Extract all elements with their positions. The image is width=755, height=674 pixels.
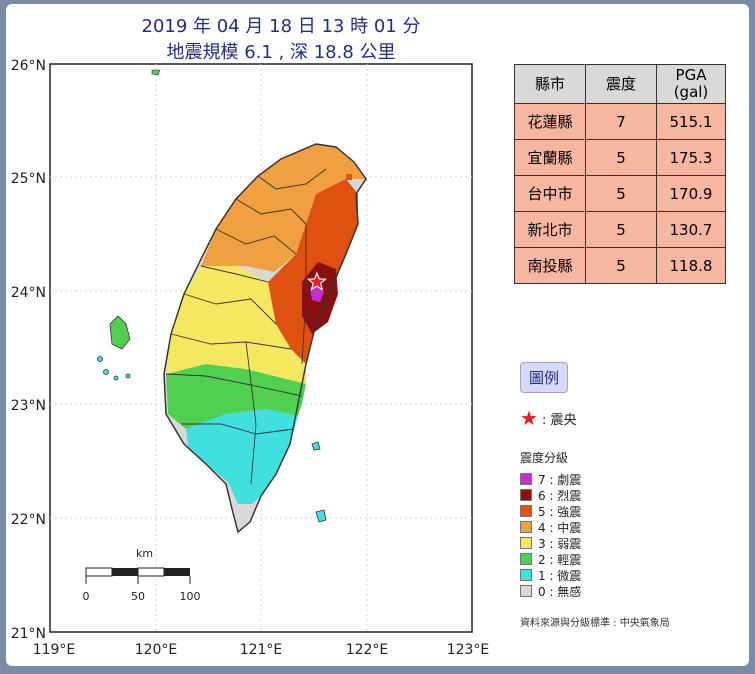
- zone-intensity-3: [166, 266, 306, 384]
- legend-title: 圖例: [520, 362, 569, 393]
- header-county: 縣市: [514, 64, 586, 104]
- green-island: [311, 441, 321, 451]
- intensity-level-label: 5 : 強震: [538, 504, 582, 519]
- intensity-swatch: [520, 553, 532, 565]
- lat-label-25: 25°N: [11, 171, 46, 187]
- intensity-level-label: 3 : 弱震: [538, 536, 582, 551]
- lat-label-23: 23°N: [11, 398, 46, 414]
- intensity-level-label: 4 : 中震: [538, 520, 582, 535]
- intensity-map: 26°N 25°N 24°N 23°N 22°N 21°N 119°E 120°…: [11, 58, 490, 658]
- intensity-level-item: 4 : 中震: [520, 519, 581, 535]
- lon-label-121: 121°E: [240, 642, 283, 658]
- table-row: 新北市 5 130.7: [514, 211, 726, 248]
- epicenter-label: : 震央: [541, 412, 577, 428]
- scale-unit: km: [136, 547, 153, 560]
- lat-label-26: 26°N: [11, 58, 46, 74]
- matsu-islet: [151, 69, 161, 76]
- lat-label-21: 21°N: [11, 626, 46, 642]
- epicenter-legend-star-icon: ★: [520, 406, 538, 430]
- orchid-island: [315, 509, 327, 523]
- intensity-level-label: 2 : 輕震: [538, 552, 582, 567]
- cell-pga: 170.9: [656, 175, 726, 212]
- scale-bar: km 0 50 100: [83, 547, 201, 603]
- pengjia-islet: [346, 174, 352, 180]
- scale-label-0: 0: [83, 590, 90, 603]
- intensity-swatch: [520, 537, 532, 549]
- report-card: 2019 年 04 月 18 日 13 時 01 分 地震規模 6.1 , 深 …: [6, 4, 749, 666]
- cell-pga: 515.1: [656, 103, 726, 140]
- cell-intensity: 5: [585, 175, 657, 212]
- intensity-swatch: [520, 489, 532, 501]
- intensity-swatch: [520, 521, 532, 533]
- epicenter-star-icon: [306, 271, 328, 291]
- intensity-level-label: 0 : 無感: [538, 584, 582, 599]
- cell-county: 宜蘭縣: [514, 139, 586, 176]
- table-row: 花蓮縣 7 515.1: [514, 103, 726, 140]
- intensity-swatch: [520, 569, 532, 581]
- intensity-swatch: [520, 585, 532, 597]
- scale-label-50: 50: [131, 590, 145, 603]
- pga-table: 縣市 震度 PGA (gal) 花蓮縣 7 515.1 宜蘭縣 5 175.3 …: [514, 64, 726, 284]
- lon-label-122: 122°E: [346, 642, 389, 658]
- data-source-note: 資料來源與分級標準 : 中央氣象局: [520, 618, 670, 629]
- intensity-level-item: 1 : 微震: [520, 567, 581, 583]
- lat-label-22: 22°N: [11, 512, 46, 528]
- zone-intensity-1: [186, 409, 298, 504]
- table-header-row: 縣市 震度 PGA (gal): [514, 64, 726, 104]
- intensity-level-item: 7 : 劇震: [520, 471, 581, 487]
- lon-label-120: 120°E: [135, 642, 178, 658]
- scale-label-100: 100: [180, 590, 201, 603]
- intensity-level-label: 7 : 劇震: [538, 472, 582, 487]
- cell-intensity: 5: [585, 247, 657, 284]
- county-borders: [165, 168, 327, 485]
- lat-label-24: 24°N: [11, 285, 46, 301]
- cell-pga: 118.8: [656, 247, 726, 284]
- intensity-level-item: 3 : 弱震: [520, 535, 581, 551]
- intensity-level-label: 1 : 微震: [538, 568, 582, 583]
- intensity-level-item: 5 : 強震: [520, 503, 581, 519]
- intensity-level-label: 6 : 烈震: [538, 488, 582, 503]
- taiwan-outline: [163, 143, 367, 534]
- cell-intensity: 5: [585, 139, 657, 176]
- lon-label-119: 119°E: [33, 642, 76, 658]
- cell-intensity: 5: [585, 211, 657, 248]
- intensity-scale-legend: 7 : 劇震 6 : 烈震 5 : 強震 4 : 中震 3 : 弱震 2 : 輕震 1 : …: [520, 471, 581, 599]
- table-row: 台中市 5 170.9: [514, 175, 726, 212]
- cell-pga: 175.3: [656, 139, 726, 176]
- cell-intensity: 7: [585, 103, 657, 140]
- intensity-level-item: 2 : 輕震: [520, 551, 581, 567]
- intensity-level-item: 6 : 烈震: [520, 487, 581, 503]
- cell-county: 台中市: [514, 175, 586, 212]
- penghu-islands: [97, 315, 131, 381]
- cell-pga: 130.7: [656, 211, 726, 248]
- table-row: 南投縣 5 118.8: [514, 247, 726, 284]
- cell-county: 南投縣: [514, 247, 586, 284]
- intensity-swatch: [520, 505, 532, 517]
- intensity-scale-title: 震度分級: [520, 451, 569, 465]
- cell-county: 花蓮縣: [514, 103, 586, 140]
- table-row: 宜蘭縣 5 175.3: [514, 139, 726, 176]
- zone-intensity-4: [201, 144, 366, 272]
- cell-county: 新北市: [514, 211, 586, 248]
- zone-intensity-2: [166, 364, 306, 429]
- header-pga: PGA (gal): [656, 64, 726, 104]
- lon-label-123: 123°E: [447, 642, 490, 658]
- report-magnitude-depth: 地震規模 6.1 , 深 18.8 公里: [166, 42, 396, 63]
- header-intensity: 震度: [585, 64, 657, 104]
- report-datetime: 2019 年 04 月 18 日 13 時 01 分: [141, 16, 421, 37]
- legend-epicenter: ★ : 震央: [520, 406, 576, 430]
- intensity-level-item: 0 : 無感: [520, 583, 581, 599]
- intensity-swatch: [520, 473, 532, 485]
